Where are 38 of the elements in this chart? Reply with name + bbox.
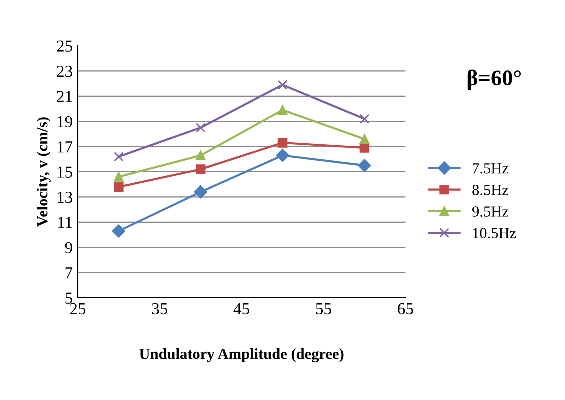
point xyxy=(360,134,370,144)
legend-label: 7.5Hz xyxy=(473,164,509,174)
point xyxy=(114,152,124,162)
x-tick-label: 45 xyxy=(234,303,250,315)
point xyxy=(196,164,206,174)
y-tick-label: 23 xyxy=(57,66,72,78)
point xyxy=(360,114,370,124)
y-tick-label: 5 xyxy=(66,292,72,304)
point xyxy=(278,80,288,90)
legend-label: 8.5Hz xyxy=(472,185,509,196)
y-tick-label: 19 xyxy=(58,116,72,128)
point xyxy=(114,172,124,182)
point xyxy=(196,150,206,160)
y-tick-label: 9 xyxy=(65,242,72,254)
point xyxy=(278,138,288,148)
x-tick-label: 35 xyxy=(152,303,168,315)
text: β=60° xyxy=(468,70,522,90)
point xyxy=(358,159,372,172)
y-tick-label: 21 xyxy=(57,91,72,102)
point xyxy=(360,143,370,153)
point xyxy=(278,105,288,116)
x-tick-label: 55 xyxy=(316,304,332,315)
point xyxy=(196,123,206,133)
point xyxy=(194,186,208,199)
y-axis-title: Velocity, v (cm/s) xyxy=(36,118,51,227)
y-tick-label: 17 xyxy=(58,142,73,153)
x-tick-label: 65 xyxy=(398,303,414,315)
legend-label: 10.5Hz xyxy=(473,228,516,239)
x-axis-title: Undulatory Amplitude (degree) xyxy=(140,348,344,363)
point xyxy=(276,149,290,162)
legend-label: 9.5Hz xyxy=(472,206,509,217)
y-tick-label: 13 xyxy=(58,192,72,204)
point xyxy=(112,224,126,238)
y-tick-label: 15 xyxy=(58,166,72,178)
y-tick-label: 7 xyxy=(66,268,73,279)
y-tick-label: 11 xyxy=(58,217,72,228)
point xyxy=(114,182,124,192)
y-tick-label: 25 xyxy=(57,40,72,52)
